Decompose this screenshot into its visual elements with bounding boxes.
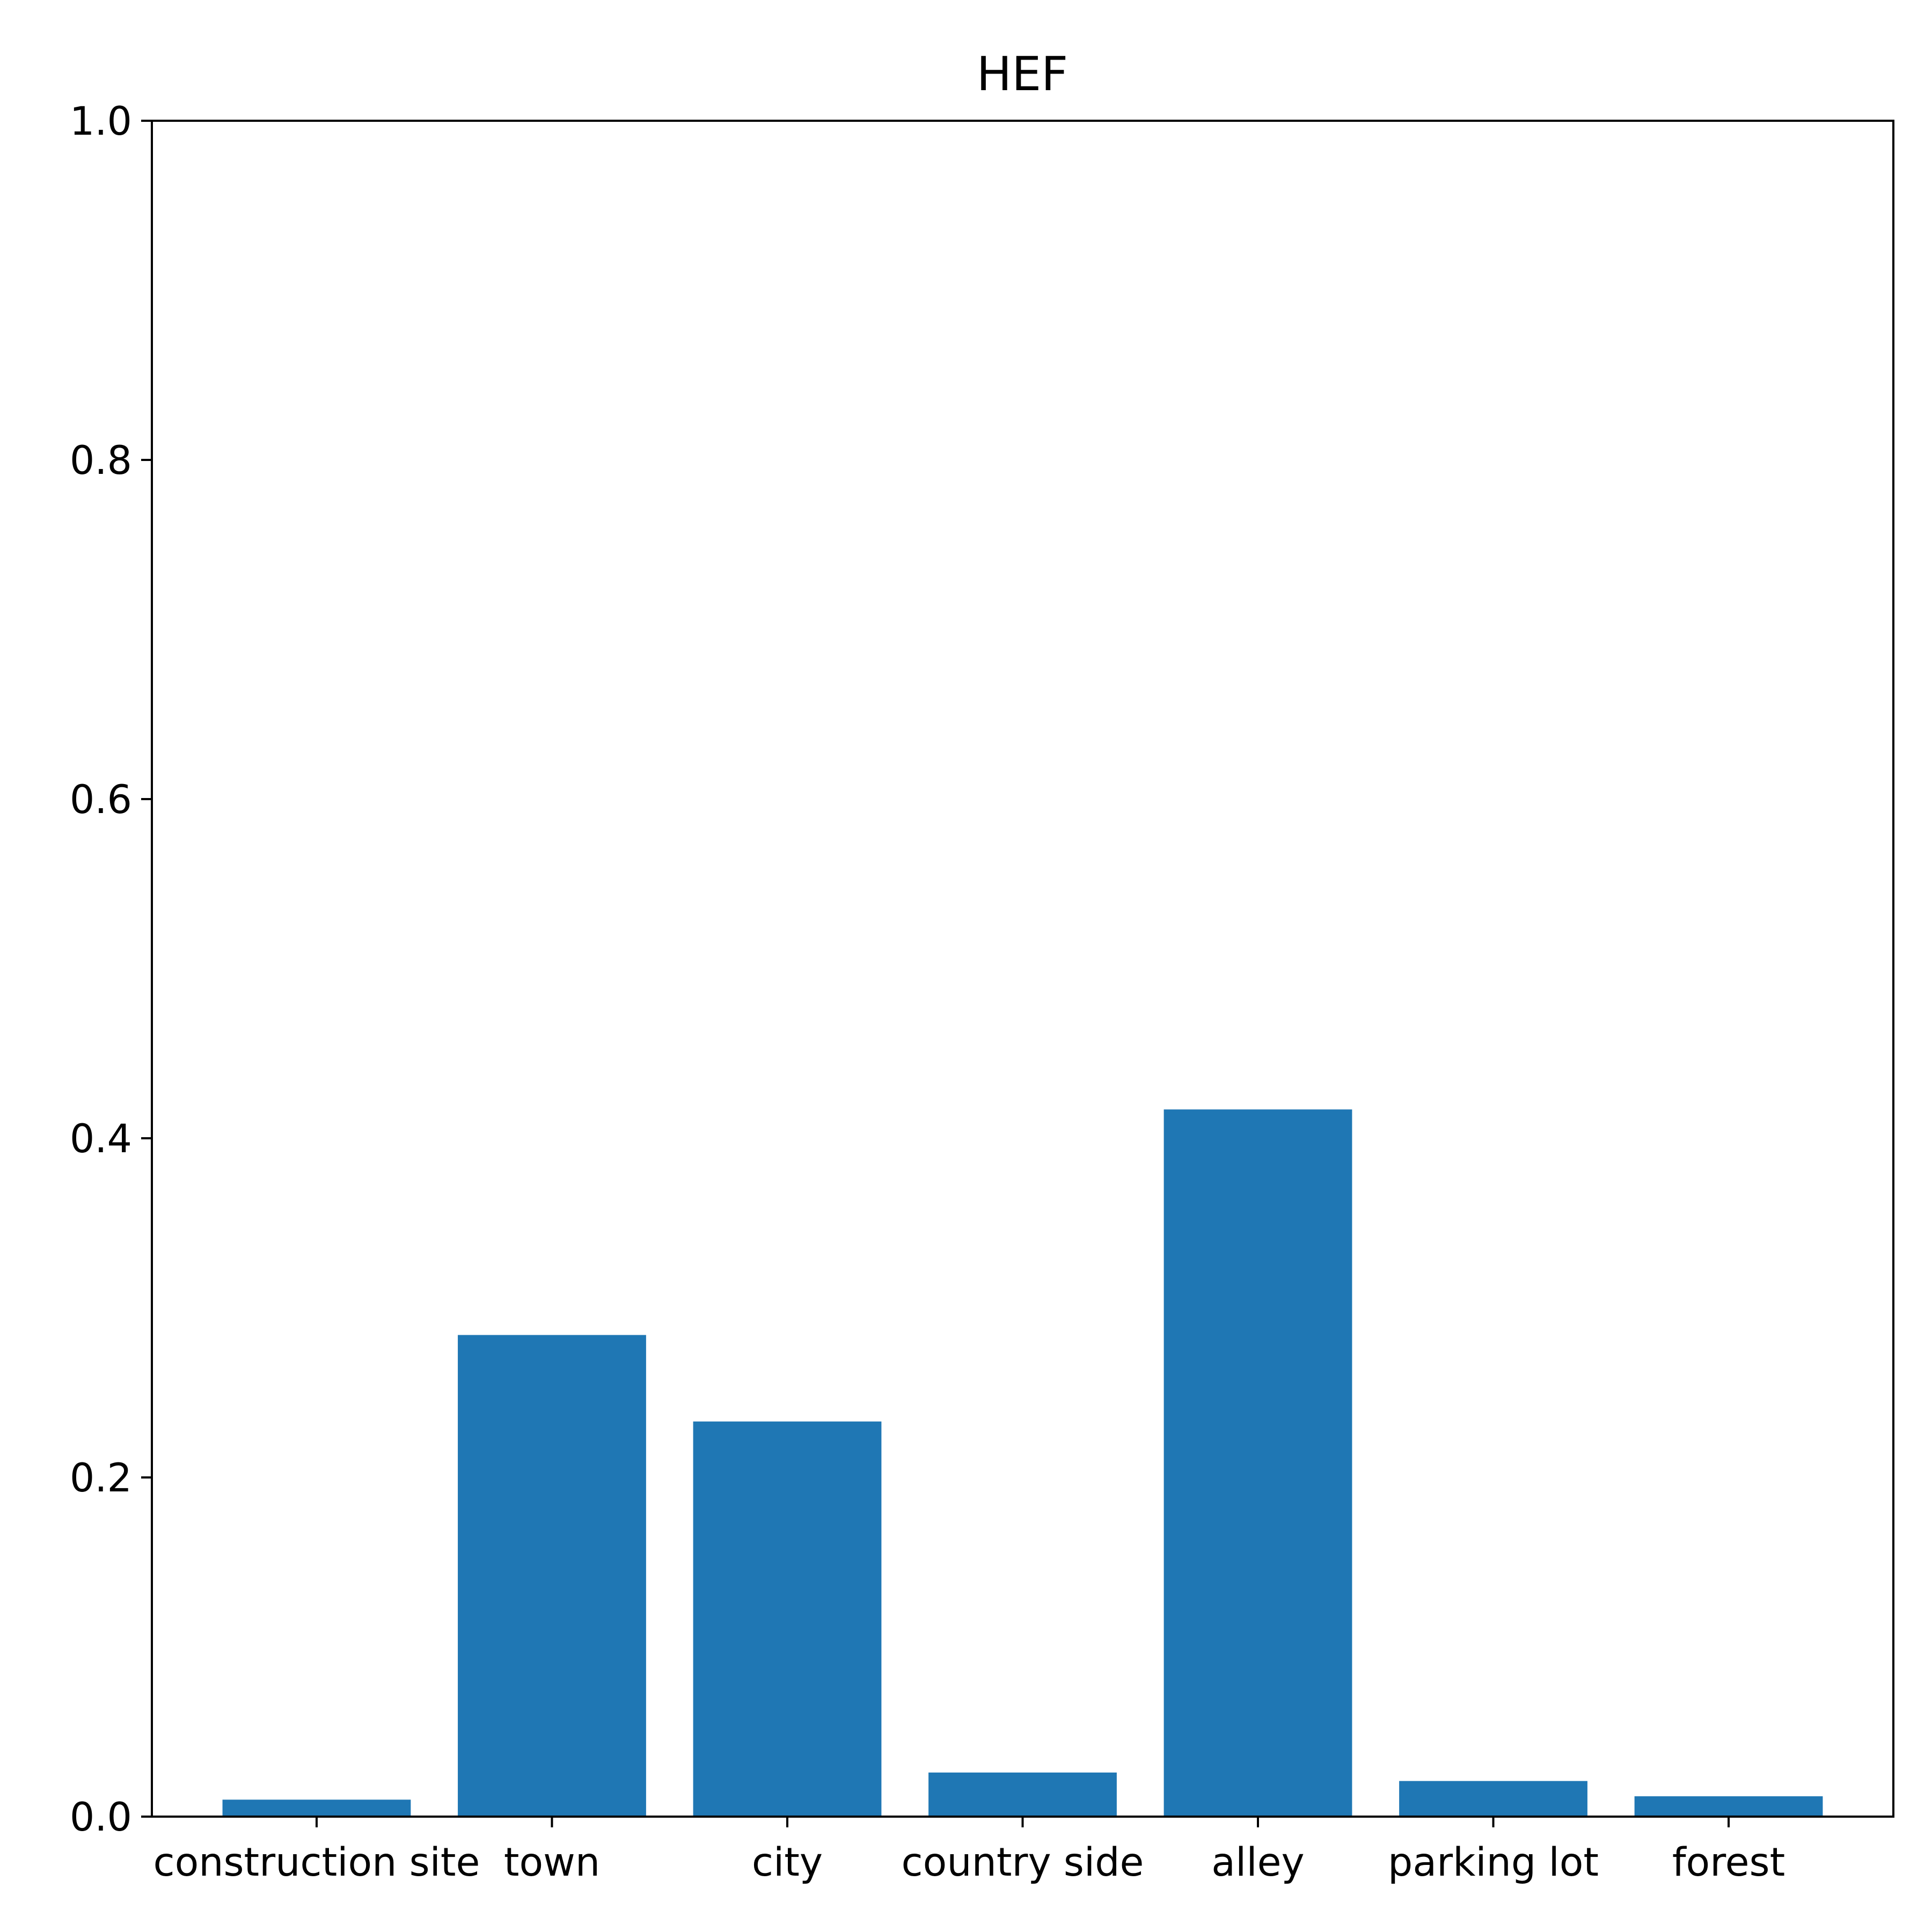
x-tick-label: parking lot (1388, 1840, 1599, 1885)
y-tick-label: 0.4 (70, 1116, 132, 1162)
plot-area: construction site town city country side all… (70, 99, 1894, 1885)
x-tick-label: country side (902, 1840, 1144, 1885)
y-tick-label: 0.2 (70, 1455, 132, 1501)
bar-construction-site (222, 1799, 411, 1817)
y-tick-label: 0.8 (70, 438, 132, 484)
x-tick-label: town (504, 1840, 600, 1885)
bar-country-side (928, 1772, 1117, 1817)
bar-city (693, 1421, 882, 1817)
y-tick-label: 0.0 (70, 1795, 132, 1840)
plot-background (152, 121, 1893, 1817)
x-axis-ticks: construction site town city country side all… (153, 1817, 1785, 1885)
x-tick-label: city (752, 1840, 823, 1885)
x-tick-label: construction site (153, 1840, 480, 1885)
chart-title: HEF (977, 47, 1068, 101)
y-axis-ticks: 0.0 0.2 0.4 0.6 0.8 1.0 (70, 99, 152, 1840)
plot-frame (151, 120, 1894, 1818)
x-tick-label: alley (1211, 1840, 1304, 1885)
bars-group (222, 1109, 1823, 1817)
y-tick-label: 0.6 (70, 777, 132, 823)
y-tick-label: 1.0 (70, 99, 132, 144)
x-tick-label: forest (1672, 1840, 1785, 1885)
bar-parking-lot (1399, 1781, 1587, 1817)
bar-town (458, 1335, 646, 1817)
bar-forest (1634, 1796, 1823, 1817)
bar-alley (1163, 1109, 1352, 1817)
